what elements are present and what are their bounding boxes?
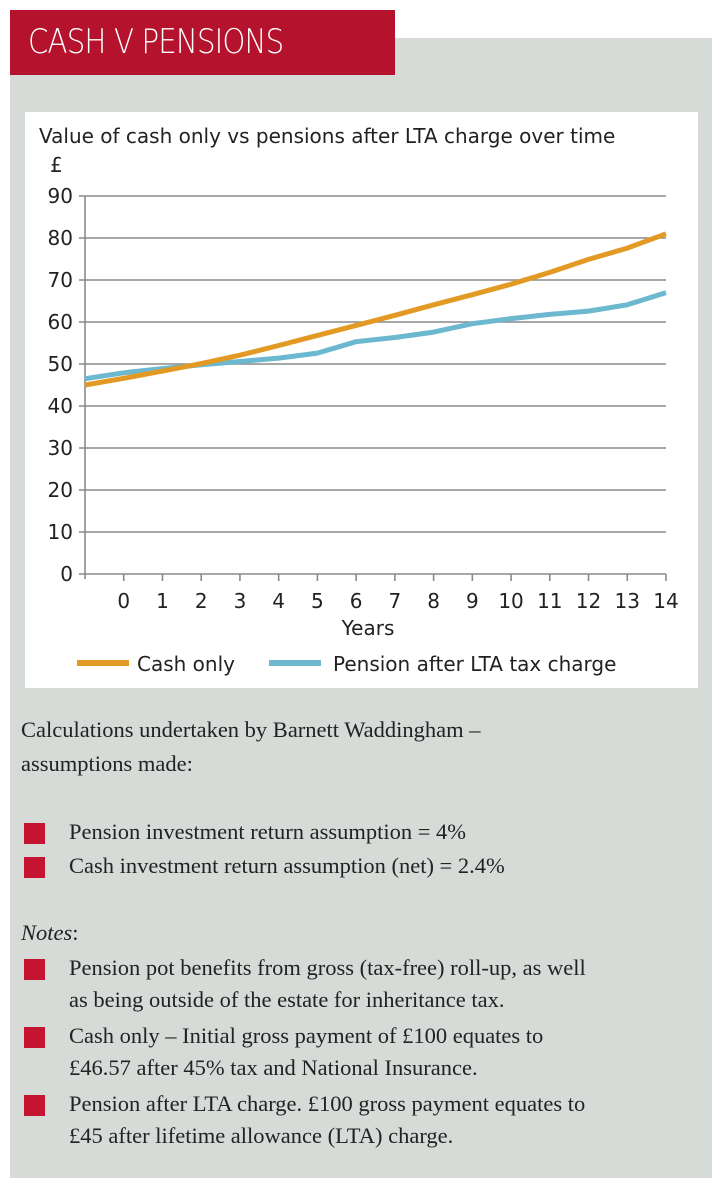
note-line: Pension after LTA charge. £100 gross pay… [69,1091,586,1116]
note-line: Cash only – Initial gross payment of £10… [69,1023,544,1048]
header-banner: CASH V PENSIONS [10,10,395,75]
y-tick-label: 60 [48,310,73,334]
notes-heading: Notes: [21,916,79,950]
note-line: £46.57 after 45% tax and National Insura… [69,1055,478,1080]
note-text: Pension after LTA charge. £100 gross pay… [69,1088,709,1152]
y-tick-label: 50 [48,352,73,376]
y-tick-label: 10 [48,520,73,544]
series-line-cash [84,231,667,388]
y-tick-label: 30 [48,436,73,460]
x-tick-label: 1 [156,589,169,613]
y-tick-label: 20 [48,478,73,502]
intro-text: Calculations undertaken by Barnett Waddi… [21,713,481,781]
bullet-square-icon [24,857,45,878]
bullet-square-icon [24,823,45,844]
x-tick-label: 11 [537,589,562,613]
intro-line-2: assumptions made: [21,751,193,776]
note-text: Cash only – Initial gross payment of £10… [69,1020,709,1084]
x-tick-label: 12 [576,589,601,613]
x-tick-label: 6 [350,589,363,613]
x-tick-label: 9 [466,589,479,613]
x-tick-label: 3 [234,589,247,613]
y-tick-label: 40 [48,394,73,418]
page-title: CASH V PENSIONS [28,22,284,62]
x-tick-label: 7 [388,589,401,613]
x-tick-label: 2 [195,589,208,613]
assumption-text: Cash investment return assumption (net) … [69,853,505,878]
bullet-square-icon [24,959,45,980]
series-line-pension [84,290,667,382]
notes-label: Notes [21,920,73,945]
note-line: as being outside of the estate for inher… [69,987,505,1012]
note-item: Pension pot benefits from gross (tax-fre… [21,952,701,1016]
y-tick-label: 70 [48,268,73,292]
assumption-text: Pension investment return assumption = 4… [69,819,467,844]
note-line: £45 after lifetime allowance (LTA) charg… [69,1123,454,1148]
note-item: Cash only – Initial gross payment of £10… [21,1020,701,1084]
notes-label-colon: : [72,920,79,945]
legend-label-cash: Cash only [137,652,235,676]
chart-title: Value of cash only vs pensions after LTA… [39,124,615,148]
y-tick-label: 90 [48,184,73,208]
intro-line-1: Calculations undertaken by Barnett Waddi… [21,717,481,742]
x-tick-label: 10 [498,589,523,613]
chart-container: Value of cash only vs pensions after LTA… [25,112,698,688]
bullet-square-icon [24,1027,45,1048]
line-chart: Value of cash only vs pensions after LTA… [39,124,679,676]
legend-label-pension: Pension after LTA tax charge [333,652,616,676]
y-tick-label: 80 [48,226,73,250]
x-tick-label: 0 [117,589,130,613]
note-line: Pension pot benefits from gross (tax-fre… [69,955,586,980]
x-tick-label: 8 [427,589,440,613]
x-axis-label: Years [341,616,395,640]
y-axis-label: £ [50,153,63,177]
x-tick-label: 13 [615,589,640,613]
x-tick-label: 14 [653,589,678,613]
x-tick-label: 5 [311,589,324,613]
note-item: Pension after LTA charge. £100 gross pay… [21,1088,701,1152]
x-tick-label: 4 [272,589,285,613]
y-tick-label: 0 [60,562,73,586]
note-text: Pension pot benefits from gross (tax-fre… [69,952,709,1016]
bullet-square-icon [24,1095,45,1116]
